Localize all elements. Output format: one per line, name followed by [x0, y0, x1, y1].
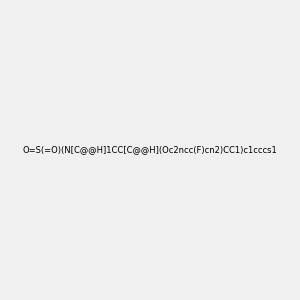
Text: O=S(=O)(N[C@@H]1CC[C@@H](Oc2ncc(F)cn2)CC1)c1cccs1: O=S(=O)(N[C@@H]1CC[C@@H](Oc2ncc(F)cn2)CC…: [22, 146, 278, 154]
